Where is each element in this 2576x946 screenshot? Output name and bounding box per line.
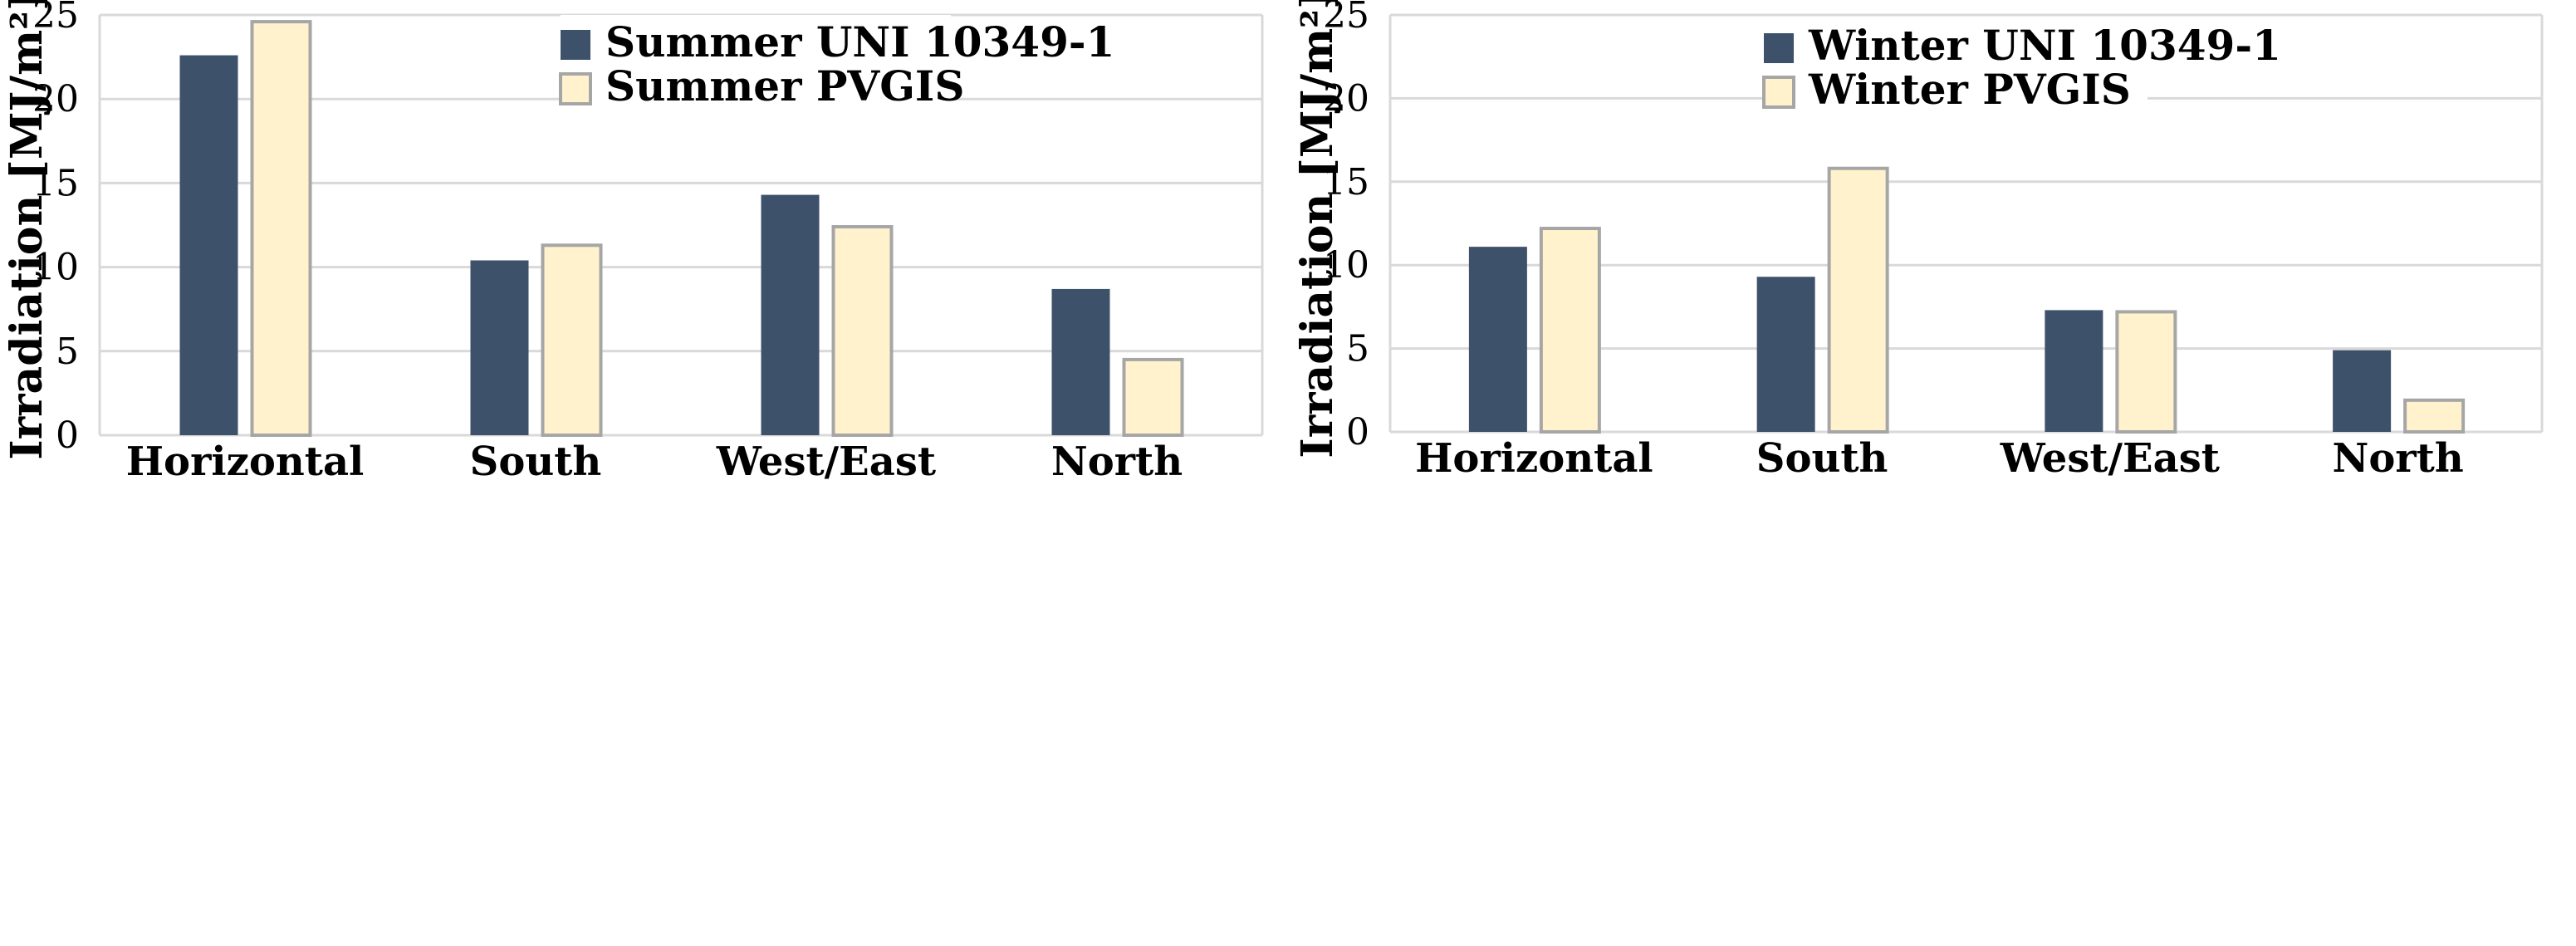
bar-south-pvgis	[541, 243, 603, 437]
bar-west-east-pvgis	[831, 225, 894, 437]
y-tick-label: 0	[56, 414, 79, 457]
legend-label-uni: Summer UNI 10349-1	[605, 17, 1114, 66]
x-tick-label: South	[470, 439, 602, 485]
x-tick-label: West/East	[2000, 435, 2220, 482]
x-tick-label: Horizontal	[126, 439, 365, 485]
y-tick-label: 5	[1346, 328, 1369, 370]
x-tick-label: South	[1756, 435, 1888, 482]
x-tick-label: North	[1051, 439, 1183, 485]
x-tick-label: North	[2333, 435, 2464, 482]
x-tick-label: West/East	[716, 439, 936, 485]
bar-horizontal-uni	[179, 55, 238, 436]
bar-horizontal-pvgis	[250, 20, 312, 437]
y-tick-label: 20	[1323, 77, 1369, 120]
bar-south-uni	[470, 260, 529, 435]
bar-west-east-uni	[2045, 310, 2103, 432]
y-tick-label: 15	[32, 162, 79, 204]
legend-swatch-uni	[561, 30, 590, 60]
bar-south-pvgis	[1827, 166, 1889, 434]
y-tick-label: 25	[32, 0, 79, 37]
y-tick-label: 0	[1346, 411, 1369, 453]
bar-south-uni	[1756, 277, 1815, 432]
legend-background	[561, 15, 951, 131]
legend-swatch-pvgis	[559, 72, 592, 105]
legend-label-pvgis: Winter PVGIS	[1808, 65, 2131, 114]
y-tick-label: 10	[1323, 244, 1369, 287]
y-axis-label: Irradiation [MJ/m²]	[1292, 0, 1343, 458]
bar-horizontal-pvgis	[1539, 227, 1601, 434]
y-axis-label: Irradiation [MJ/m²]	[2, 0, 52, 460]
y-tick-label: 15	[1323, 161, 1369, 203]
legend-label-uni: Winter UNI 10349-1	[1808, 21, 2281, 70]
bar-north-pvgis	[1122, 357, 1184, 438]
bar-west-east-pvgis	[2115, 310, 2177, 434]
legend-background	[1765, 18, 2147, 135]
y-tick-label: 5	[56, 331, 79, 373]
bar-horizontal-uni	[1468, 247, 1527, 432]
bar-north-uni	[2333, 350, 2392, 432]
legend-swatch-pvgis	[1762, 76, 1795, 109]
y-tick-label: 20	[32, 78, 79, 120]
bar-north-uni	[1051, 288, 1110, 435]
x-tick-label: Horizontal	[1415, 435, 1653, 482]
legend-label-pvgis: Summer PVGIS	[605, 61, 964, 110]
y-tick-label: 10	[32, 247, 79, 289]
legend-swatch-uni	[1764, 33, 1794, 63]
bar-north-pvgis	[2403, 398, 2466, 434]
y-tick-label: 25	[1323, 0, 1369, 37]
bar-west-east-uni	[761, 194, 820, 435]
